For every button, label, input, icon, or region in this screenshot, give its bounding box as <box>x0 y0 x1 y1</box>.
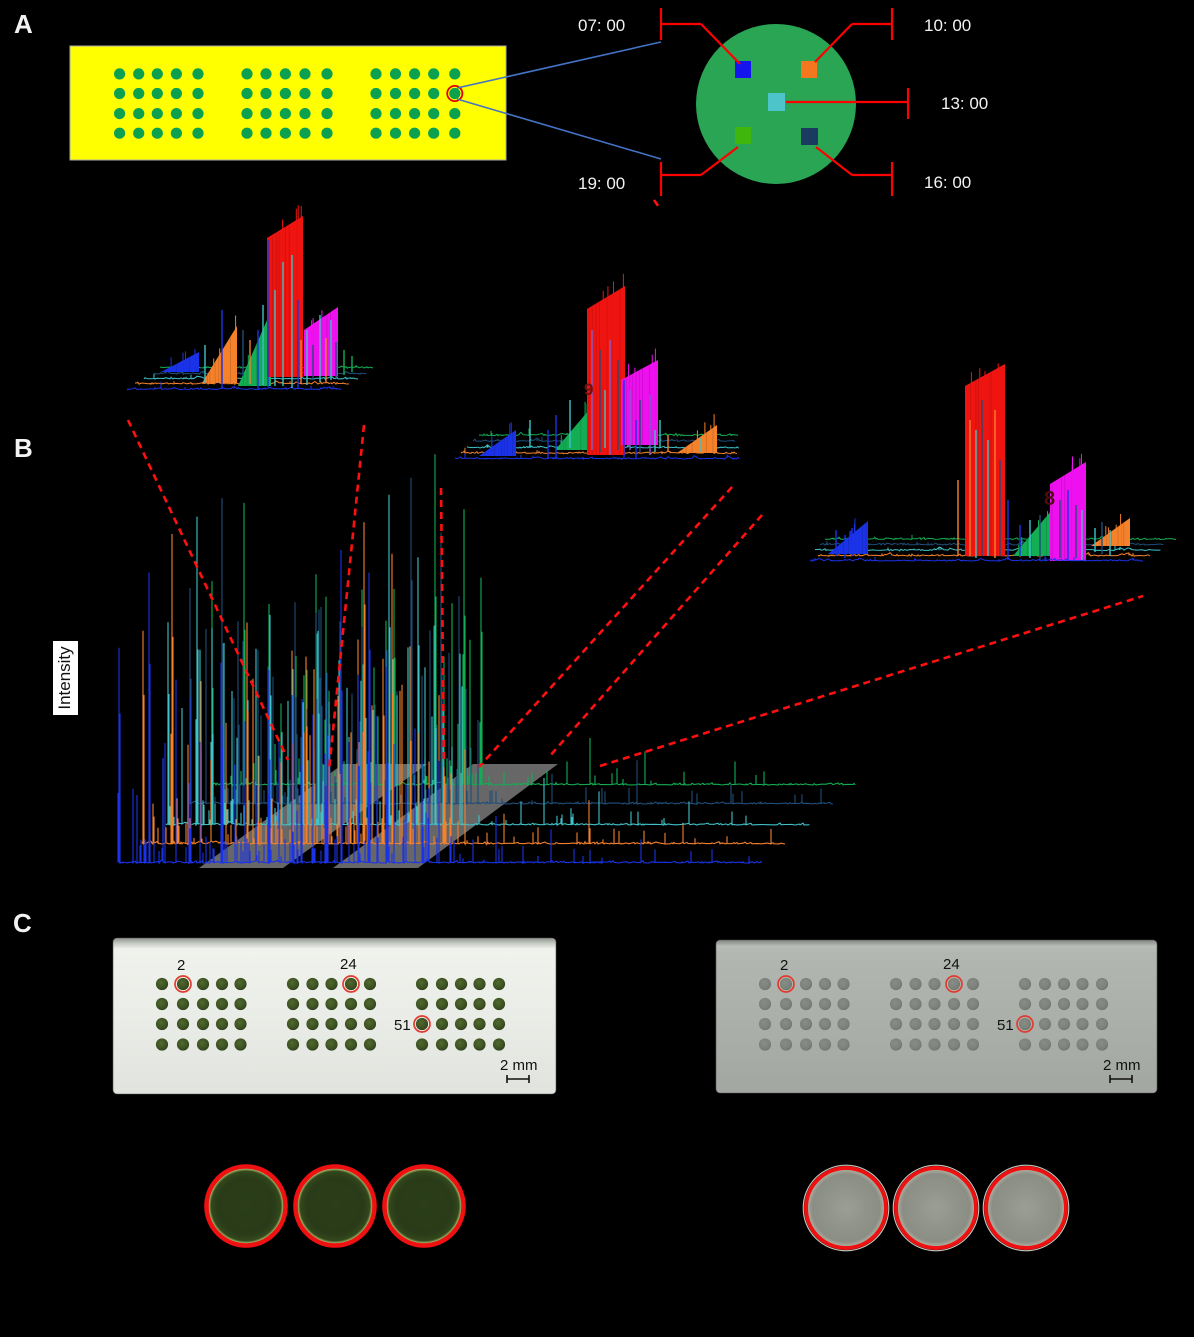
svg-text:10: 00: 10: 00 <box>924 16 971 35</box>
svg-text:2 mm: 2 mm <box>1103 1057 1141 1074</box>
svg-text:8: 8 <box>1044 488 1055 510</box>
svg-text:24: 24 <box>943 956 960 973</box>
svg-text:24: 24 <box>340 956 357 973</box>
svg-text:51: 51 <box>394 1017 411 1034</box>
svg-text:C: C <box>13 908 32 938</box>
svg-text:A: A <box>14 9 33 39</box>
svg-text:Intensity: Intensity <box>55 646 74 710</box>
svg-text:19: 00: 19: 00 <box>578 174 625 193</box>
svg-text:2: 2 <box>177 957 185 974</box>
svg-text:2 mm: 2 mm <box>500 1057 538 1074</box>
svg-text:2: 2 <box>780 957 788 974</box>
svg-text:B: B <box>14 433 33 463</box>
svg-text:16: 00: 16: 00 <box>924 173 971 192</box>
svg-text:13: 00: 13: 00 <box>941 94 988 113</box>
svg-text:9: 9 <box>584 380 593 399</box>
svg-text:51: 51 <box>997 1017 1014 1034</box>
svg-text:07: 00: 07: 00 <box>578 16 625 35</box>
